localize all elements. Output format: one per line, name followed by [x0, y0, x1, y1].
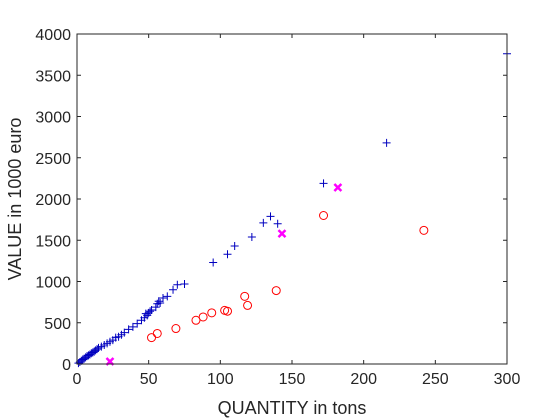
data-point-plus — [230, 242, 239, 251]
data-point-plus — [133, 319, 142, 328]
x-axis-label: QUANTITY in tons — [218, 398, 367, 418]
data-point-circle — [207, 308, 217, 318]
y-tick-label: 3500 — [35, 68, 71, 85]
x-tick-label: 150 — [279, 371, 306, 388]
data-point-plus — [319, 179, 328, 188]
data-point-plus — [259, 218, 268, 227]
x-tick-label: 300 — [494, 371, 521, 388]
data-point-circle — [171, 324, 181, 334]
y-tick-label: 1000 — [35, 275, 71, 292]
y-tick-label: 2500 — [35, 151, 71, 168]
data-point-plus — [156, 298, 165, 307]
data-point-plus — [93, 345, 102, 354]
y-axis-label: VALUE in 1000 euro — [5, 118, 25, 281]
data-point-plus — [163, 292, 172, 301]
y-tick-label: 500 — [44, 316, 71, 333]
data-point-circle — [240, 291, 250, 301]
data-point-plus — [154, 297, 163, 306]
x-tick-label: 50 — [140, 371, 158, 388]
y-tick-label: 1500 — [35, 233, 71, 250]
y-tick-label: 4000 — [35, 27, 71, 44]
data-point-plus — [151, 303, 160, 312]
x-tick-label: 0 — [73, 371, 82, 388]
data-point-plus — [147, 305, 156, 314]
y-tick-label: 3000 — [35, 110, 71, 127]
data-point-plus — [223, 250, 232, 259]
data-point-plus — [180, 279, 189, 288]
y-tick-label: 0 — [62, 357, 71, 374]
x-tick-label: 100 — [207, 371, 234, 388]
data-point-plus — [247, 232, 256, 241]
data-point-plus — [124, 325, 133, 334]
y-tick-label: 2000 — [35, 192, 71, 209]
data-point-plus — [159, 294, 167, 302]
data-point-circle — [152, 328, 162, 338]
data-marks — [74, 49, 511, 368]
data-point-plus — [120, 328, 129, 337]
data-point-circle — [191, 315, 201, 325]
data-point-circle — [419, 225, 429, 235]
data-point-plus — [382, 138, 391, 147]
data-point-x — [333, 183, 343, 192]
data-point-plus — [169, 285, 178, 294]
plot-area-frame — [76, 33, 508, 365]
data-point-circle — [243, 300, 253, 310]
data-point-circle — [198, 312, 208, 322]
data-point-plus — [146, 307, 155, 316]
x-tick-label: 200 — [350, 371, 377, 388]
data-point-circle — [223, 306, 232, 316]
data-point-circle — [319, 211, 329, 220]
data-point-x — [277, 229, 287, 239]
data-point-plus — [273, 219, 282, 228]
axis-ticks: 0 50 100 150 200 250 3000500100015002000250030… — [35, 27, 520, 388]
plot-area-background — [77, 34, 507, 364]
data-point-circle — [271, 286, 281, 296]
data-point-plus — [128, 322, 137, 331]
data-point-plus — [266, 212, 275, 221]
data-point-plus — [209, 258, 218, 267]
data-point-plus — [173, 280, 182, 289]
x-tick-label: 250 — [422, 371, 449, 388]
